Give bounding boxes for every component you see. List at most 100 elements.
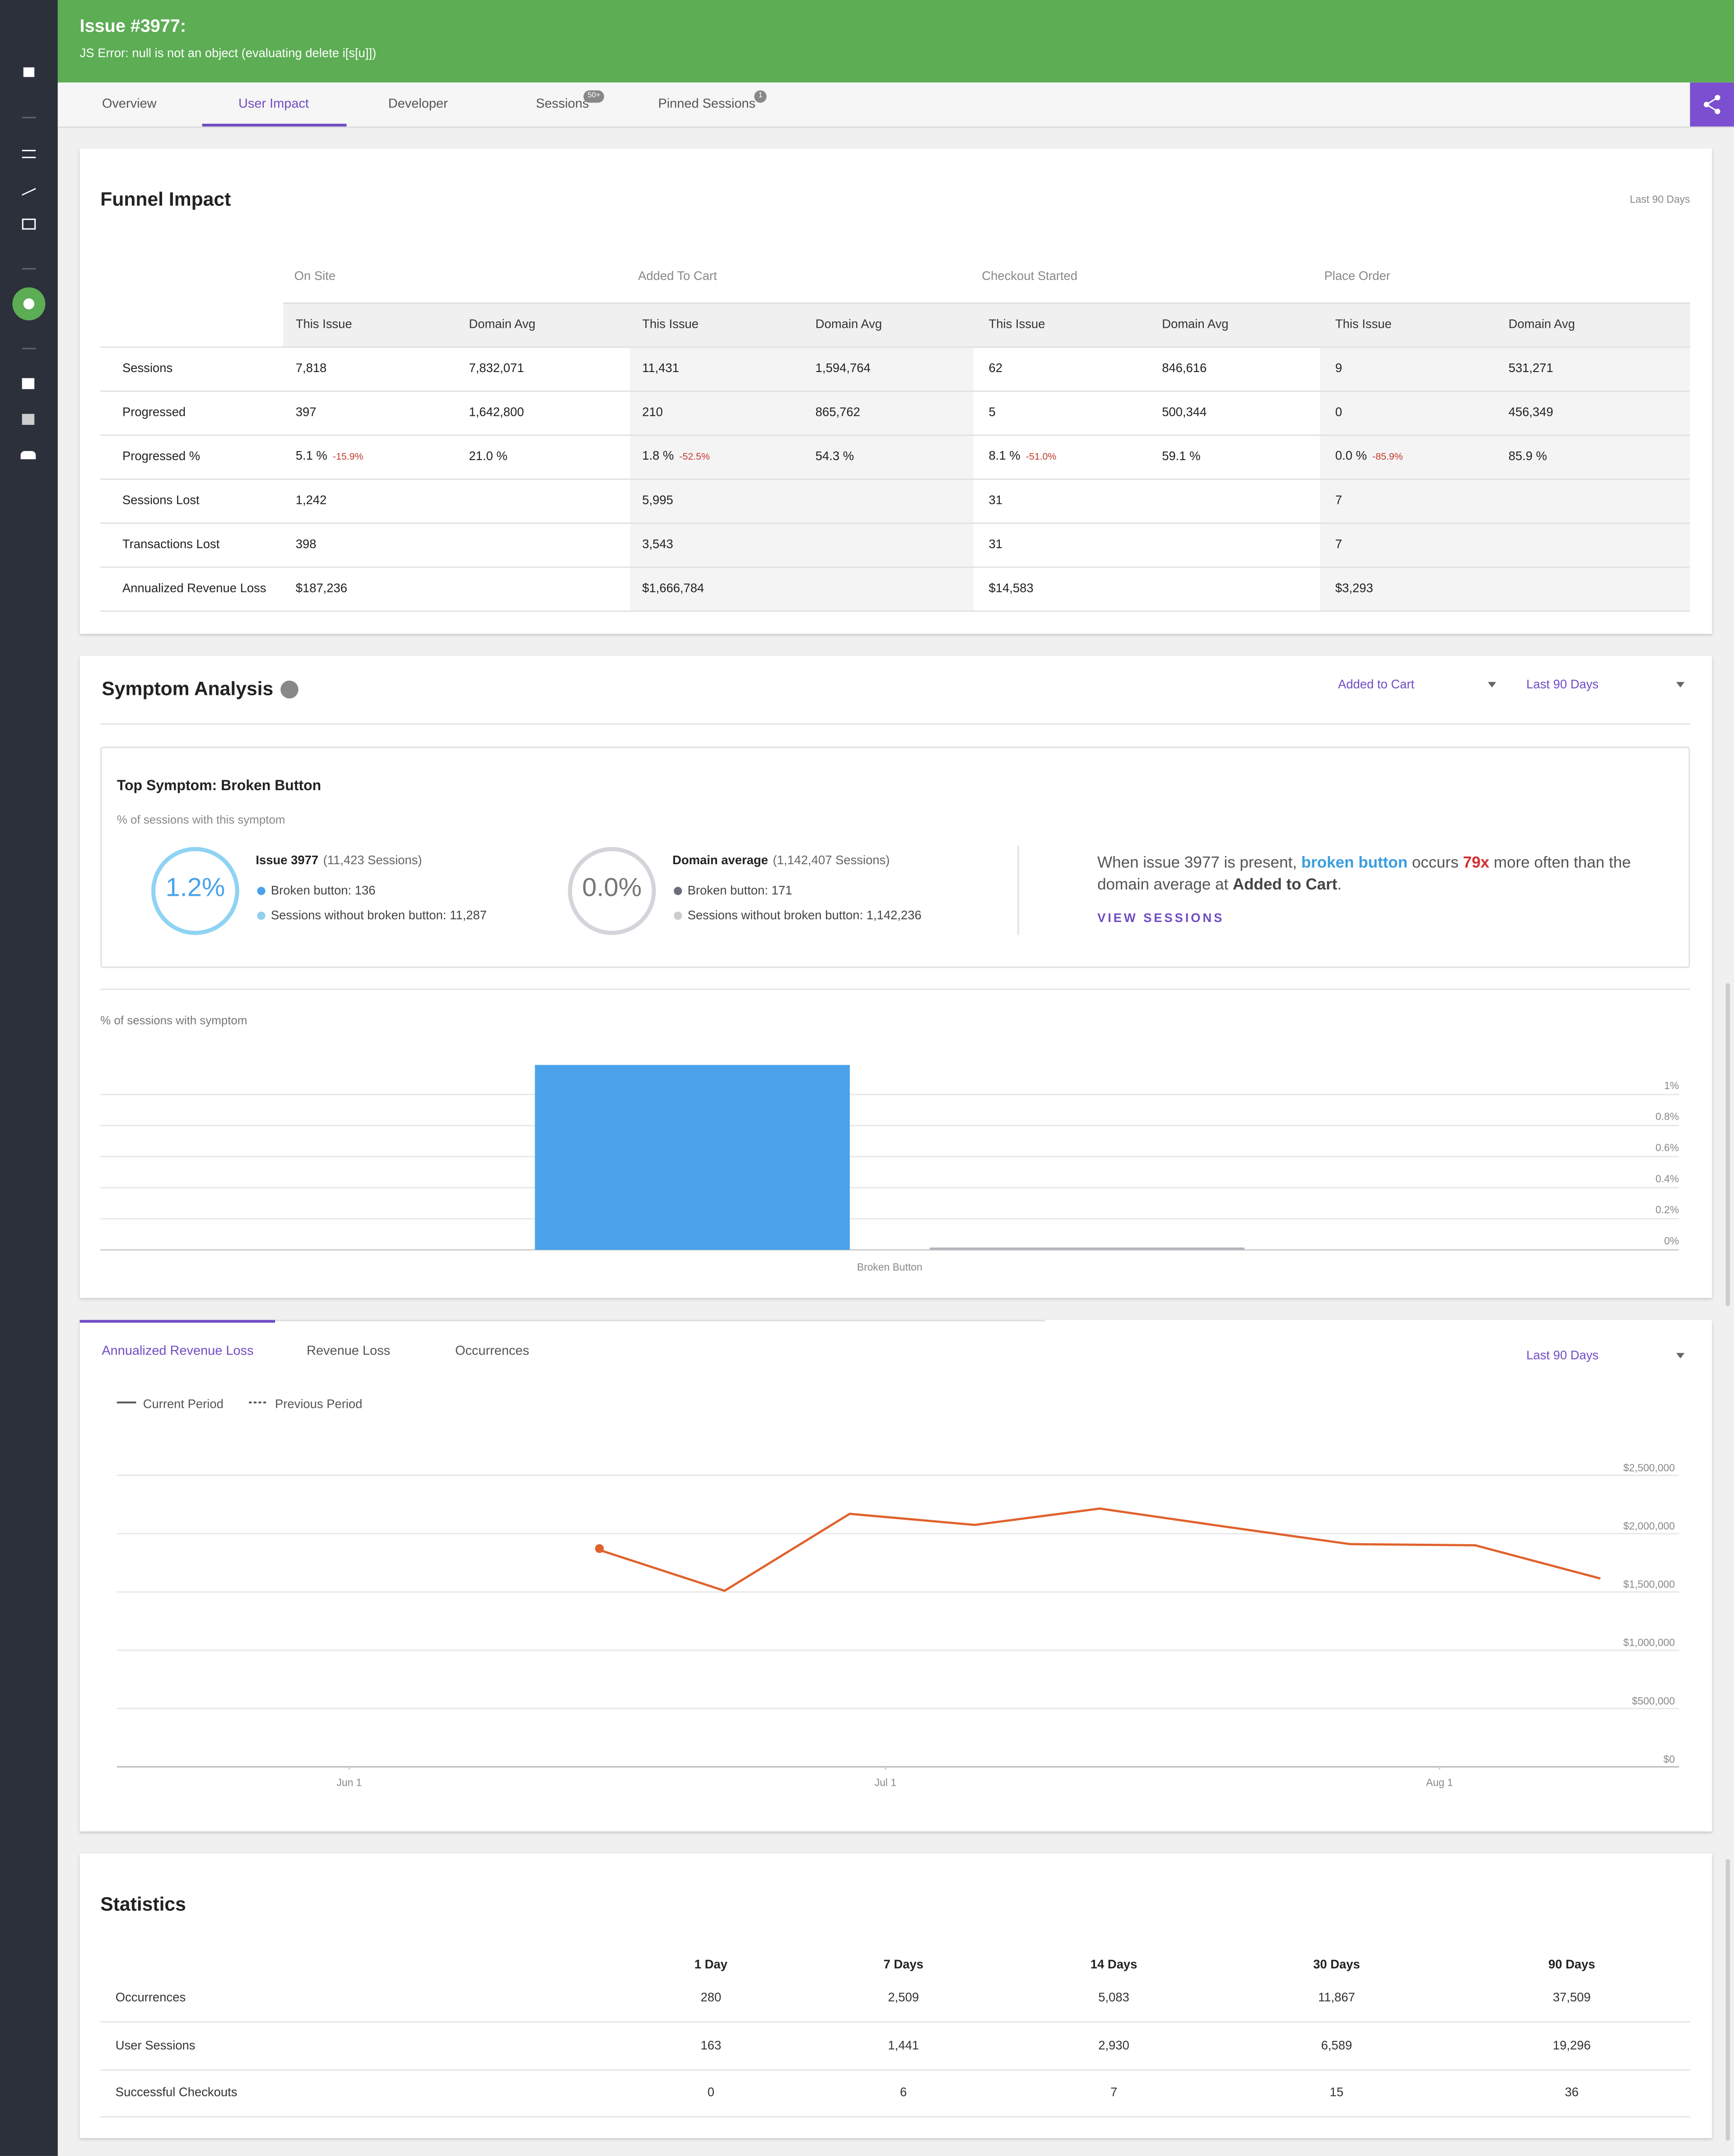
divider bbox=[100, 988, 1690, 990]
cell: $3,293 bbox=[1335, 581, 1373, 595]
card-title: Funnel Impact bbox=[100, 187, 231, 210]
row-line bbox=[100, 610, 1690, 612]
cell: 280 bbox=[700, 1990, 722, 2004]
y-tick-label: 0.4% bbox=[1655, 1173, 1679, 1184]
x-tick-label: Broken Button bbox=[857, 1261, 923, 1273]
tab[interactable]: User Impact bbox=[238, 97, 309, 112]
insight-part: 79x bbox=[1463, 855, 1490, 872]
cell: 7 bbox=[1335, 493, 1342, 507]
filter-dropdown[interactable]: Added to Cart bbox=[1338, 677, 1415, 691]
users-icon[interactable] bbox=[20, 451, 36, 460]
scrollbar[interactable] bbox=[1725, 983, 1730, 1306]
cell: 62 bbox=[988, 361, 1002, 375]
separator bbox=[22, 348, 36, 349]
cell: 0.0 % -85.9% bbox=[1335, 449, 1403, 465]
column-header: 1 Day bbox=[694, 1957, 727, 1971]
share-button[interactable] bbox=[1690, 82, 1734, 127]
group-line: Sessions without broken button: 1,142,23… bbox=[687, 908, 922, 922]
row-label: User Sessions bbox=[115, 2038, 196, 2052]
row-label: Progressed % bbox=[122, 449, 200, 463]
cell: 5,995 bbox=[642, 493, 673, 507]
delta: -52.5% bbox=[679, 452, 710, 463]
cell: 7,832,071 bbox=[469, 361, 524, 375]
insight-part: broken button bbox=[1301, 855, 1408, 872]
ring bbox=[151, 847, 239, 935]
cell: 8.1 % -51.0% bbox=[988, 449, 1056, 465]
range-dropdown[interactable]: Last 90 Days bbox=[1526, 1348, 1599, 1362]
cell: 7 bbox=[1335, 537, 1342, 551]
tab[interactable]: Developer bbox=[388, 97, 448, 112]
chart-tab[interactable]: Annualized Revenue Loss bbox=[102, 1344, 254, 1359]
insight: When issue 3977 is present, broken butto… bbox=[1097, 852, 1647, 896]
group-sessions: (11,423 Sessions) bbox=[323, 853, 422, 867]
cell: 1,642,800 bbox=[469, 405, 524, 419]
subhead-row bbox=[283, 302, 1690, 347]
cell: 1,441 bbox=[888, 2038, 919, 2052]
cell: 2,509 bbox=[888, 1990, 919, 2004]
issue-marker bbox=[595, 1544, 604, 1553]
subhead: Domain Avg bbox=[469, 317, 536, 331]
tab[interactable]: Sessions bbox=[536, 97, 589, 112]
cell-value: 1.8 % bbox=[642, 448, 674, 463]
tab-bar bbox=[57, 82, 1734, 128]
shaded-column bbox=[629, 302, 974, 611]
tab-badge: 50+ bbox=[583, 90, 605, 102]
row-label: Sessions Lost bbox=[122, 493, 200, 507]
tab-underline bbox=[202, 124, 347, 127]
home-icon[interactable] bbox=[23, 67, 35, 77]
scrollbar[interactable] bbox=[1725, 1859, 1730, 2141]
cell: 2,930 bbox=[1098, 2038, 1129, 2052]
legend-dot bbox=[257, 887, 266, 895]
row-line bbox=[100, 434, 1690, 436]
cell: 9 bbox=[1335, 361, 1342, 375]
filter-icon[interactable] bbox=[22, 149, 36, 158]
row-line bbox=[100, 390, 1690, 392]
cell: 1.8 % -52.5% bbox=[642, 449, 710, 465]
view-sessions[interactable]: VIEW SESSIONS bbox=[1097, 911, 1225, 925]
y-axis-label: % of sessions with symptom bbox=[100, 1013, 247, 1027]
cell: 7 bbox=[1110, 2085, 1118, 2099]
subhead: This Issue bbox=[295, 317, 352, 331]
divider bbox=[100, 723, 1690, 725]
help-icon[interactable] bbox=[280, 680, 298, 698]
y-tick-label: 1% bbox=[1664, 1080, 1679, 1091]
cell: 19,296 bbox=[1552, 2038, 1591, 2052]
cell: 163 bbox=[700, 2038, 722, 2052]
tab-track bbox=[79, 1320, 1045, 1322]
top-symptom: Top Symptom: Broken Button bbox=[117, 778, 322, 795]
sidebar bbox=[0, 0, 58, 2156]
briefcase-icon[interactable] bbox=[22, 378, 35, 389]
delta: -15.9% bbox=[332, 452, 364, 463]
card-title: Symptom Analysis bbox=[102, 677, 274, 699]
building-icon[interactable] bbox=[22, 414, 35, 425]
cell: 1,594,764 bbox=[815, 361, 871, 375]
cell: $1,666,784 bbox=[642, 581, 704, 595]
cell: 11,431 bbox=[642, 361, 679, 375]
tab[interactable]: Pinned Sessions bbox=[658, 97, 756, 112]
legend-dot bbox=[674, 911, 682, 920]
row-label: Sessions bbox=[122, 361, 173, 375]
range-label: Last 90 Days bbox=[1630, 193, 1690, 206]
y-tick-label: $0 bbox=[1664, 1753, 1675, 1765]
range-dropdown[interactable]: Last 90 Days bbox=[1526, 677, 1599, 691]
x-tick-label: Jul 1 bbox=[875, 1777, 896, 1788]
chart-tab[interactable]: Revenue Loss bbox=[307, 1344, 391, 1359]
issues-icon[interactable] bbox=[12, 287, 46, 321]
cell: 85.9 % bbox=[1508, 449, 1547, 463]
tab[interactable]: Overview bbox=[102, 97, 157, 112]
subhead: This Issue bbox=[988, 317, 1045, 331]
cell: 846,616 bbox=[1162, 361, 1207, 375]
cell: 456,349 bbox=[1508, 405, 1553, 419]
cell: 36 bbox=[1565, 2085, 1579, 2099]
chart-tab[interactable]: Occurrences bbox=[455, 1344, 529, 1359]
y-tick-label: $500,000 bbox=[1632, 1695, 1675, 1707]
cell: 31 bbox=[988, 493, 1002, 507]
table-icon[interactable] bbox=[22, 219, 36, 230]
cell: 7,818 bbox=[295, 361, 327, 375]
row-line bbox=[100, 566, 1690, 568]
insight-part: occurs bbox=[1408, 855, 1463, 872]
x-tick-label: Jun 1 bbox=[336, 1777, 362, 1788]
legend-dot bbox=[674, 887, 682, 895]
issue-subtitle: JS Error: null is not an object (evaluat… bbox=[79, 46, 377, 60]
